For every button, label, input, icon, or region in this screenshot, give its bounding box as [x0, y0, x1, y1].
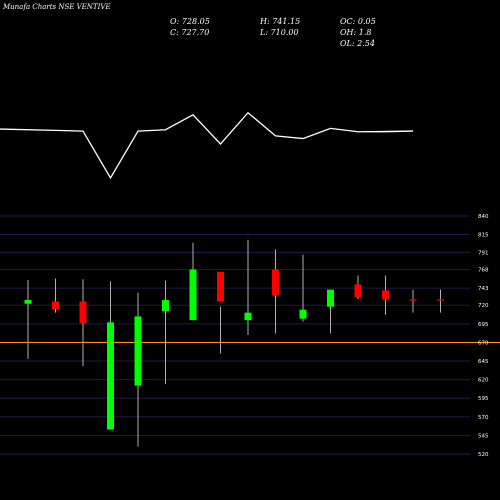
candle-body-up: [299, 309, 307, 319]
low-value: L: 710.00: [260, 28, 299, 37]
y-tick-label: 791: [478, 250, 489, 256]
y-tick-label: 520: [478, 452, 489, 458]
open-value: O: 728.05: [170, 17, 210, 26]
y-tick-label: 695: [478, 322, 489, 328]
candle: [189, 242, 197, 321]
candlesticks: [24, 239, 444, 447]
candle: [354, 275, 362, 300]
candle-body-down: [382, 290, 389, 300]
candle: [437, 289, 444, 313]
y-tick-label: 815: [478, 233, 489, 239]
candle: [24, 279, 32, 359]
candle: [409, 289, 417, 313]
ohlc-open-close: O: 728.05 C: 727.70: [170, 16, 210, 38]
candle-body-down: [409, 299, 417, 301]
candle-body-up: [189, 269, 197, 321]
candle: [107, 281, 114, 430]
candle-body-up: [327, 289, 334, 307]
chart-title: Munafa Charts NSE VENTIVE: [3, 3, 111, 11]
ohlc-high-low: H: 741.15 L: 710.00: [260, 16, 300, 38]
candle: [244, 239, 252, 335]
y-tick-label: 670: [478, 340, 489, 346]
grid-lines: [0, 215, 500, 455]
oc-value: OC: 0.05: [340, 17, 376, 26]
indicator-line: [0, 111, 414, 180]
candle-body-up: [244, 312, 252, 321]
candle-body-up: [134, 316, 142, 386]
candle-body-down: [52, 301, 59, 309]
candle-body-up: [107, 322, 114, 430]
candle: [162, 280, 169, 385]
candle-body-down: [437, 299, 444, 301]
candle-body-up: [24, 300, 32, 304]
y-tick-label: 743: [478, 286, 489, 292]
y-tick-label: 570: [478, 415, 489, 421]
candle-body-down: [272, 269, 279, 296]
candle: [272, 249, 279, 334]
candle-body-down: [217, 271, 224, 302]
candle-body-down: [79, 301, 87, 324]
candle: [52, 278, 59, 313]
y-tick-label: 545: [478, 433, 489, 439]
indicator-series: [0, 111, 414, 180]
y-tick-label: 768: [478, 268, 489, 274]
candle: [217, 271, 224, 354]
y-tick-label: 595: [478, 396, 489, 402]
candle-body-up: [162, 300, 169, 312]
candle: [299, 254, 307, 322]
high-value: H: 741.15: [260, 17, 301, 26]
y-tick-label: 620: [478, 378, 489, 384]
y-tick-label: 720: [478, 303, 489, 309]
y-axis-ticks: 840 815 791 768 743 720 695 670 645 620 595 570 545 5…: [478, 214, 489, 458]
oh-value: OH: 1.8: [340, 28, 372, 37]
candle-body-down: [354, 284, 362, 298]
y-tick-label: 840: [478, 214, 489, 220]
candle: [382, 275, 389, 315]
candle: [79, 279, 87, 367]
y-tick-label: 645: [478, 359, 489, 365]
ohlc-stats: OC: 0.05 OH: 1.8 OL: 2.54: [340, 16, 376, 49]
candle: [134, 292, 142, 447]
ol-value: OL: 2.54: [340, 39, 375, 48]
candle: [327, 289, 334, 334]
close-value: C: 727.70: [170, 28, 210, 37]
